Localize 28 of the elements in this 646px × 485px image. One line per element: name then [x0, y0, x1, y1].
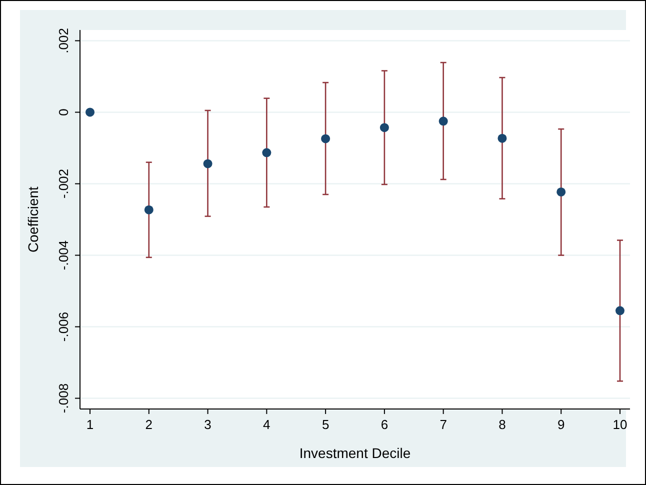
y-tick-label: -.002	[56, 168, 71, 199]
x-tick-label: 5	[322, 417, 330, 432]
x-tick-label: 7	[440, 417, 447, 432]
point	[144, 205, 154, 214]
x-tick-label: 2	[145, 417, 153, 432]
x-axis-title: Investment Decile	[299, 445, 411, 461]
x-tick-label: 3	[204, 417, 212, 432]
y-axis-title: Coefficient	[25, 186, 41, 252]
x-tick-label: 8	[498, 417, 506, 432]
point	[498, 134, 507, 143]
point	[380, 123, 389, 132]
point	[86, 108, 95, 117]
point	[615, 306, 624, 316]
y-tick-label: -.006	[56, 312, 71, 342]
point	[438, 116, 448, 126]
y-tick-label: -.008	[56, 383, 71, 414]
point	[203, 159, 212, 168]
x-tick-label: 1	[86, 417, 94, 432]
y-tick-label: 0	[56, 108, 71, 116]
x-tick-label: 6	[380, 417, 388, 432]
point	[262, 148, 272, 158]
y-tick-label: -.004	[56, 240, 71, 270]
point	[556, 187, 566, 196]
y-tick-label: .002	[56, 28, 71, 54]
x-tick-label: 10	[612, 417, 628, 432]
x-tick-label: 9	[557, 417, 565, 432]
point	[321, 134, 330, 144]
x-tick-label: 4	[263, 417, 270, 432]
